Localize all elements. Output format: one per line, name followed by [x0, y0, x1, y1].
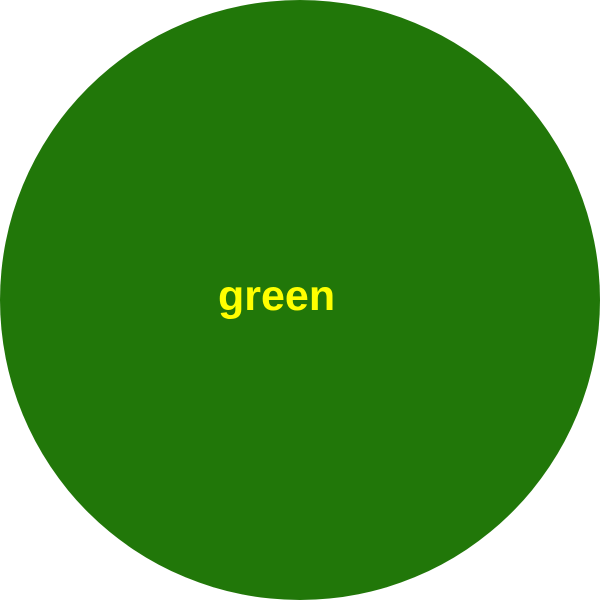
- circle-label: green: [218, 272, 336, 320]
